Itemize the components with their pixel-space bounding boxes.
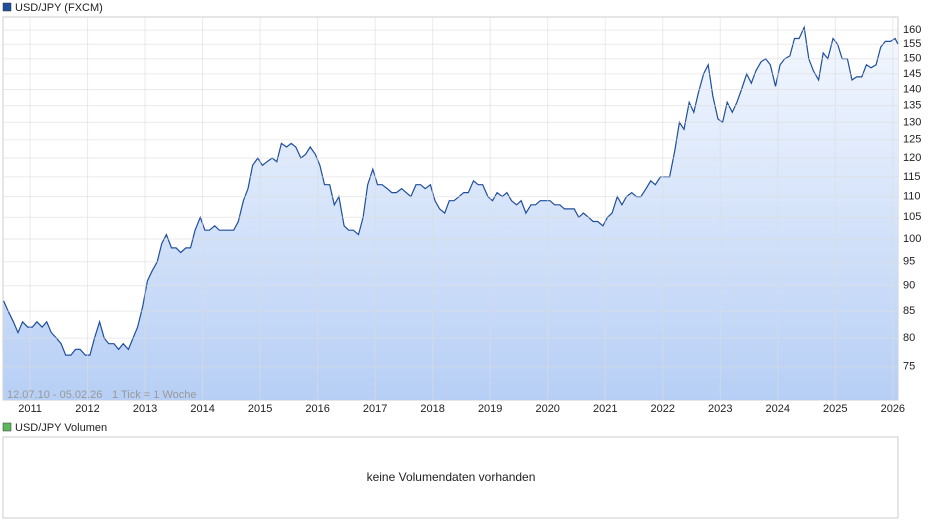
y-tick-label: 85 — [903, 305, 915, 317]
x-tick-label: 2024 — [766, 403, 790, 415]
x-tick-label: 2013 — [133, 403, 157, 415]
y-tick-label: 95 — [903, 256, 915, 268]
x-tick-label: 2019 — [478, 403, 502, 415]
y-tick-label: 110 — [903, 191, 921, 203]
area — [3, 27, 899, 401]
x-tick-label: 2015 — [248, 403, 272, 415]
x-tick-label: 2012 — [75, 403, 99, 415]
y-tick-label: 135 — [903, 100, 921, 112]
x-tick-label: 2020 — [535, 403, 559, 415]
y-tick-label: 115 — [903, 171, 921, 183]
y-tick-label: 155 — [903, 38, 921, 50]
x-tick-label: 2014 — [190, 403, 214, 415]
x-tick-label: 2017 — [363, 403, 387, 415]
x-tick-label: 2022 — [651, 403, 675, 415]
volume-frame — [2, 436, 899, 519]
volume-message: keine Volumendaten vorhanden — [367, 470, 536, 484]
x-tick-label: 2026 — [881, 403, 905, 415]
y-tick-label: 100 — [903, 233, 921, 245]
x-tick-label: 2023 — [708, 403, 732, 415]
y-tick-label: 105 — [903, 211, 921, 223]
y-tick-label: 75 — [903, 361, 915, 373]
y-tick-label: 130 — [903, 116, 921, 128]
legend-swatch — [2, 422, 12, 432]
y-tick-label: 80 — [903, 332, 915, 344]
line — [3, 25, 899, 356]
annotation: 1 Tick = 1 Woche — [112, 389, 196, 401]
y-tick-label: 160 — [903, 24, 921, 36]
y-tick-label: 150 — [903, 53, 921, 65]
annotation: 12.07.10 - 05.02.26 — [7, 389, 102, 401]
y-tick-label: 125 — [903, 134, 921, 146]
legend-label: USD/JPY Volumen — [15, 422, 107, 434]
x-tick-label: 2021 — [593, 403, 617, 415]
x-tick-label: 2025 — [823, 403, 847, 415]
y-tick-label: 120 — [903, 152, 921, 164]
y-tick-label: 140 — [903, 83, 921, 95]
y-tick-label: 90 — [903, 280, 915, 292]
legend-label: USD/JPY (FXCM) — [15, 2, 103, 14]
x-tick-label: 2018 — [420, 403, 444, 415]
legend-swatch — [2, 2, 12, 12]
x-tick-label: 2016 — [305, 403, 329, 415]
y-tick-label: 145 — [903, 68, 921, 80]
x-tick-label: 2011 — [18, 403, 42, 415]
